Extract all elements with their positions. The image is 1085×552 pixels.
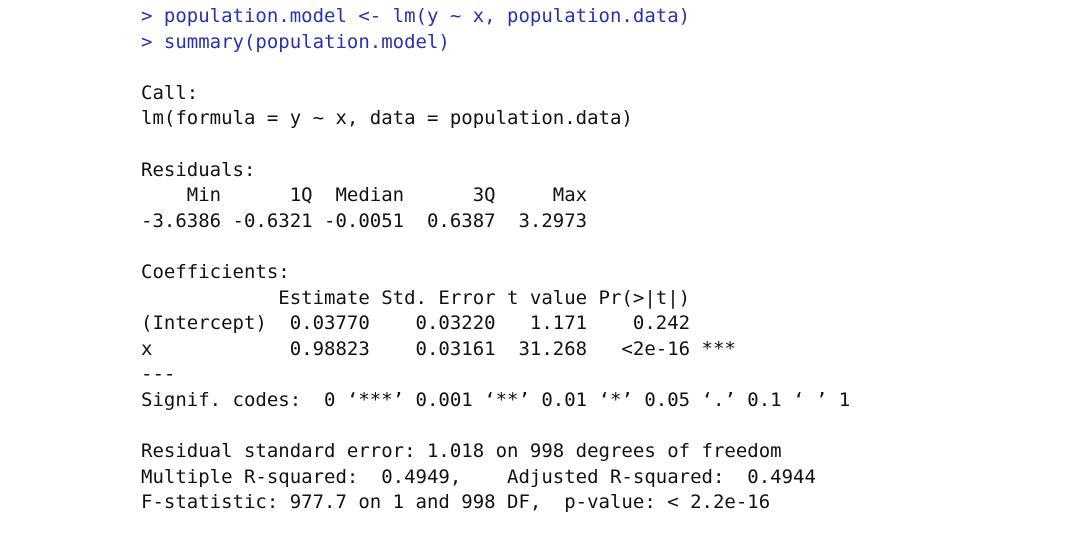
call-formula: lm(formula = y ~ x, data = population.da… [141, 107, 633, 130]
coefficients-header: Estimate Std. Error t value Pr(>|t|) [141, 286, 736, 309]
residual-standard-error: Residual standard error: 1.018 on 998 de… [141, 440, 782, 463]
coefficients-row-x: x 0.98823 0.03161 31.268 <2e-16 *** [141, 337, 736, 360]
f-statistic: F-statistic: 977.7 on 1 and 998 DF, p-va… [141, 491, 771, 514]
console-command-summary: > summary(population.model) [141, 30, 450, 53]
residuals-header: Min 1Q Median 3Q Max [141, 184, 599, 207]
r-console-output: > population.model <- lm(y ~ x, populati… [141, 4, 850, 516]
coefficients-label: Coefficients: [141, 260, 290, 283]
r-squared: Multiple R-squared: 0.4949, Adjusted R-s… [141, 465, 828, 488]
signif-codes: Signif. codes: 0 ‘***’ 0.001 ‘**’ 0.01 ‘… [141, 388, 851, 411]
blank-line [141, 55, 850, 81]
coefficients-row-intercept: (Intercept) 0.03770 0.03220 1.171 0.242 [141, 312, 736, 335]
separator: --- [141, 363, 176, 386]
blank-line [141, 414, 850, 440]
console-command-lm: > population.model <- lm(y ~ x, populati… [141, 5, 691, 27]
residuals-values: -3.6386 -0.6321 -0.0051 0.6387 3.2973 [141, 209, 599, 232]
residuals-label: Residuals: [141, 158, 256, 181]
blank-line [141, 132, 850, 158]
blank-line [141, 234, 850, 260]
call-label: Call: [141, 81, 199, 104]
